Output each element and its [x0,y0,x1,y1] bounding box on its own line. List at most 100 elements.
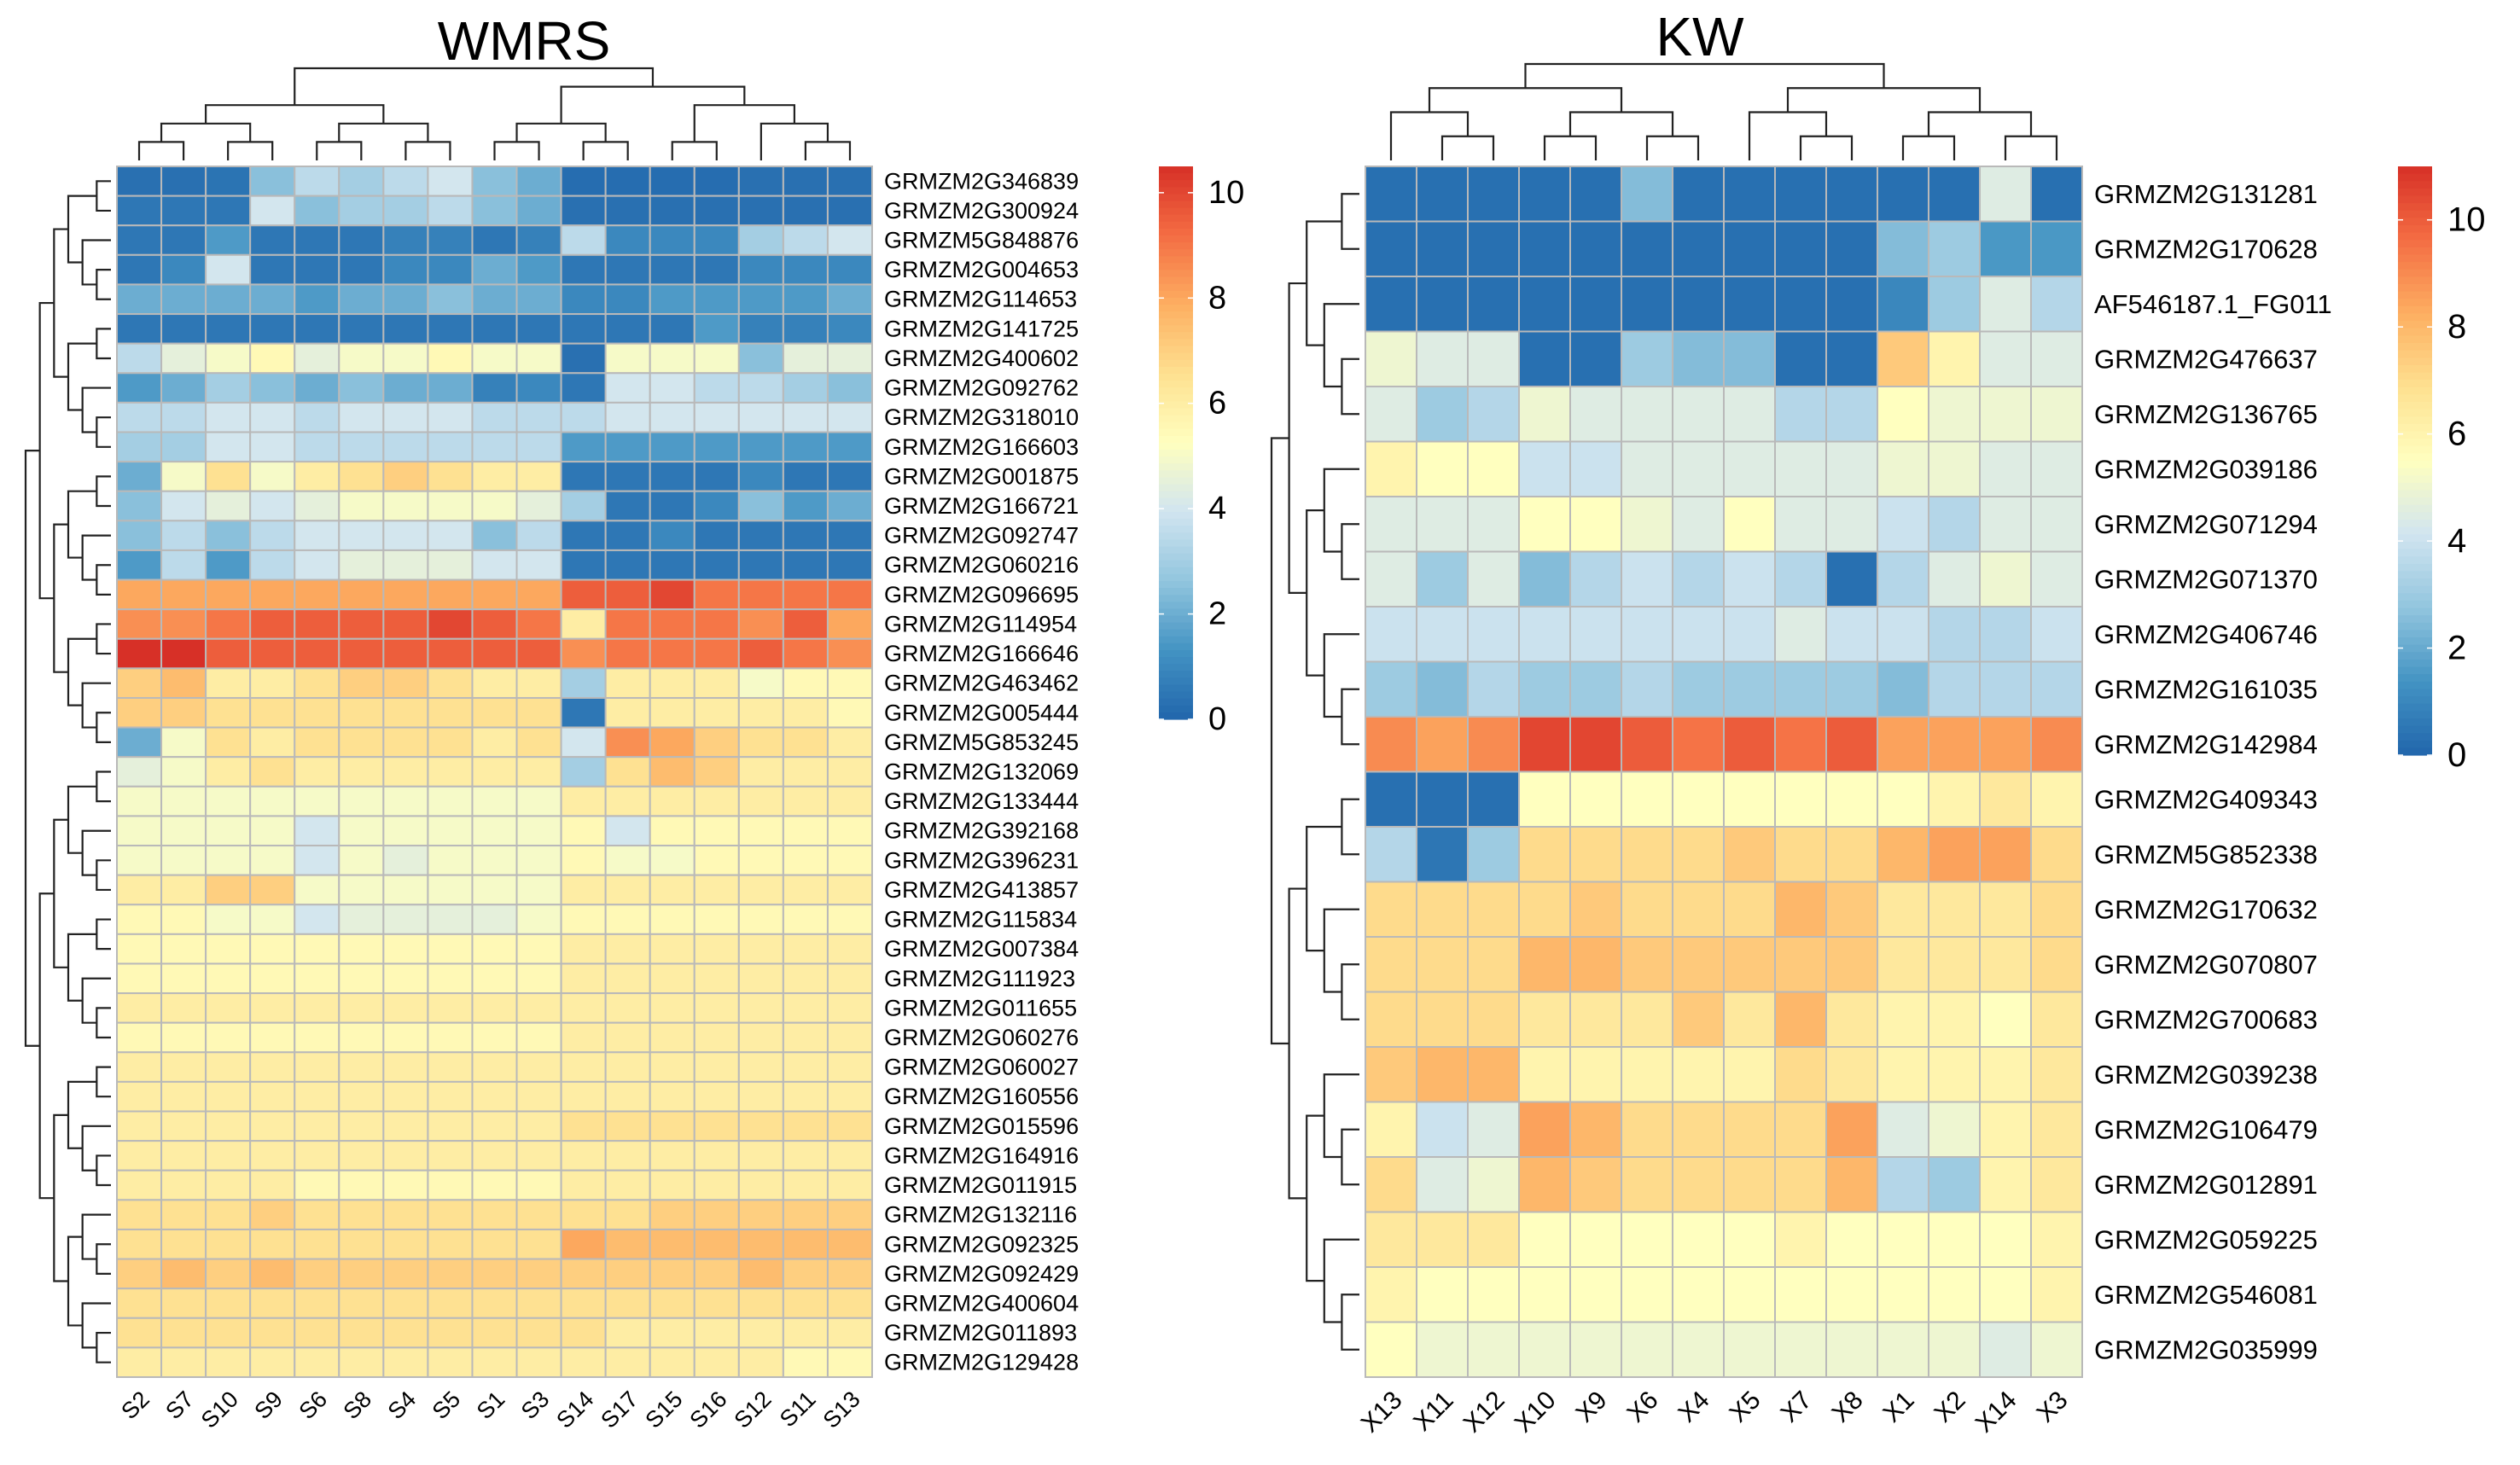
heatmap-cell [338,1169,385,1201]
heatmap-cell [160,520,207,551]
heatmap-cell [1825,1101,1878,1158]
heatmap-cell [338,224,385,256]
heatmap-cell [604,520,651,551]
heatmap-cell [382,490,429,522]
legend-gradient-strip [2398,475,2432,484]
heatmap-cell [1467,440,1520,497]
row-dendrogram-branch [1341,688,1359,746]
heatmap-cell [1723,881,1776,938]
heatmap-cell [604,962,651,995]
heatmap-cell [693,667,740,699]
heatmap-cell [693,904,740,935]
heatmap-cell [294,1140,340,1171]
legend-gradient-strip [1159,297,1193,305]
heatmap-cell [604,195,651,227]
heatmap-cell [205,401,252,433]
heatmap-cell [782,253,829,286]
row-label: GRMZM2G106479 [2094,1114,2318,1144]
heatmap-cell [560,874,607,906]
heatmap-cell [737,283,784,316]
heatmap-cell [160,992,207,1024]
legend-gradient-strip [2398,321,2432,329]
legend-gradient-strip [1159,207,1193,216]
heatmap-cell [1723,660,1776,718]
legend-gradient-strip [2398,637,2432,646]
heatmap-cell [560,342,607,375]
heatmap-cell [826,520,873,551]
heatmap-cell [1365,220,1417,277]
heatmap-cell [382,1288,429,1319]
heatmap-cell [382,224,429,256]
legend-gradient-strip [2398,747,2432,756]
heatmap-cell [382,785,429,817]
legend-gradient-strip [2398,652,2432,660]
heatmap-cell [604,1199,651,1230]
heatmap-cell [160,283,207,316]
heatmap-cell [1467,1321,1520,1378]
heatmap-cell [604,1021,651,1054]
row-label: GRMZM2G133444 [884,788,1079,814]
heatmap-cell [1774,440,1827,497]
legend-gradient-strip [2398,556,2432,565]
heatmap-cell [1621,1046,1673,1103]
heatmap-cell [1979,660,2032,718]
row-label: GRMZM2G463462 [884,671,1079,696]
heatmap-cell [649,845,695,876]
row-label: GRMZM5G852338 [2094,840,2318,869]
legend-gradient-strip [1159,235,1193,243]
heatmap-cell [471,372,518,404]
heatmap-cell [249,1110,296,1142]
heatmap-cell [382,933,429,965]
heatmap-cell [1928,826,1981,883]
heatmap-cell [1723,1211,1776,1268]
heatmap-cell [1979,991,2032,1048]
legend-gradient-strip [1159,512,1193,520]
row-dendrogram-branch [96,918,111,951]
heatmap-cell [471,549,518,581]
column-dendrogram-branch [137,141,185,160]
heatmap-cell [116,1051,163,1083]
heatmap-cell [1928,1321,1981,1378]
heatmap-cell [560,992,607,1024]
heatmap-cell [1723,330,1776,387]
heatmap-cell [294,992,340,1024]
heatmap-cell [1621,881,1673,938]
heatmap-cell [1621,276,1673,333]
heatmap-cell [1569,826,1622,883]
heatmap-cell [471,667,518,699]
heatmap-cell [649,756,695,788]
heatmap-cell [826,874,873,906]
heatmap-cell [782,637,829,670]
legend-tick-label: 0 [1208,701,1226,737]
heatmap-cell [427,696,474,729]
legend-gradient-strip [1159,187,1193,195]
heatmap-cell [826,342,873,375]
heatmap-cell [116,461,163,492]
heatmap-cell [737,461,784,492]
heatmap-cell [604,845,651,876]
heatmap-cell [693,1140,740,1171]
heatmap-cell [515,1051,562,1083]
heatmap-cell [1774,881,1827,938]
legend-gradient-strip [1159,650,1193,658]
row-label: GRMZM2G129428 [884,1350,1079,1375]
heatmap-cell [1365,991,1417,1048]
heatmap-cell [560,1169,607,1201]
heatmap-cell [1877,606,1929,663]
heatmap-cell [1928,716,1981,773]
heatmap-cell [427,520,474,551]
heatmap-cell [1467,716,1520,773]
heatmap-cell [427,845,474,876]
heatmap-cell [2030,386,2083,443]
heatmap-cell [826,637,873,670]
heatmap-cell [294,696,340,729]
heatmap-cell [737,253,784,286]
row-dendrogram-branch [96,623,111,655]
heatmap-cell [205,1169,252,1201]
heatmap-cell [693,1021,740,1054]
row-dendrogram-branch [1341,523,1359,580]
heatmap-cell [1928,770,1981,828]
heatmap-cell [1928,1046,1981,1103]
heatmap-cell [1467,330,1520,387]
heatmap-cell [116,933,163,965]
